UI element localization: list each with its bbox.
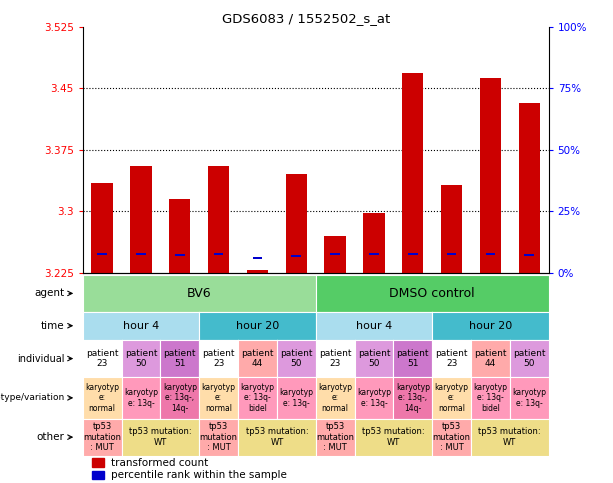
Text: karyotyp
e: 13q-
bidel: karyotyp e: 13q- bidel	[240, 383, 275, 413]
Bar	[330, 253, 340, 255]
Text: patient
23: patient 23	[202, 349, 235, 368]
Bar	[402, 73, 424, 273]
Text: patient
50: patient 50	[513, 349, 546, 368]
Text: genotype/variation: genotype/variation	[0, 393, 64, 402]
Text: tp53
mutation
: MUT: tp53 mutation : MUT	[433, 422, 471, 452]
Bar	[131, 166, 151, 273]
Bar	[291, 255, 301, 256]
Bar	[247, 270, 268, 273]
Text: patient
50: patient 50	[280, 349, 313, 368]
Text: tp53 mutation:
WT: tp53 mutation: WT	[479, 427, 541, 447]
Text: karyotyp
e: 13q-: karyotyp e: 13q-	[124, 388, 158, 408]
Text: tp53
mutation
: MUT: tp53 mutation : MUT	[83, 422, 121, 452]
Bar	[253, 257, 262, 259]
Bar	[91, 183, 113, 273]
Bar	[324, 236, 346, 273]
Bar	[169, 199, 191, 273]
Text: karyotyp
e: 13q-: karyotyp e: 13q-	[357, 388, 391, 408]
Bar	[369, 253, 379, 255]
Bar	[136, 253, 146, 255]
Text: hour 20: hour 20	[469, 321, 512, 331]
Text: tp53 mutation:
WT: tp53 mutation: WT	[246, 427, 308, 447]
Bar	[214, 253, 224, 255]
Text: hour 4: hour 4	[356, 321, 392, 331]
Bar	[485, 253, 495, 255]
Text: karyotyp
e:
normal: karyotyp e: normal	[318, 383, 352, 413]
Bar	[286, 174, 307, 273]
Bar	[364, 213, 384, 273]
Text: patient
50: patient 50	[357, 349, 390, 368]
Text: time: time	[41, 321, 64, 331]
Text: tp53
mutation
: MUT: tp53 mutation : MUT	[316, 422, 354, 452]
Text: BV6: BV6	[187, 287, 211, 300]
Text: karyotyp
e: 13q-: karyotyp e: 13q-	[512, 388, 546, 408]
Text: agent: agent	[34, 288, 64, 298]
Bar	[208, 166, 229, 273]
Text: tp53 mutation:
WT: tp53 mutation: WT	[129, 427, 192, 447]
Text: karyotyp
e:
normal: karyotyp e: normal	[85, 383, 119, 413]
Bar	[408, 253, 417, 255]
Text: tp53
mutation
: MUT: tp53 mutation : MUT	[200, 422, 238, 452]
Text: patient
23: patient 23	[86, 349, 118, 368]
Text: patient
23: patient 23	[435, 349, 468, 368]
Text: karyotyp
e: 13q-,
14q-: karyotyp e: 13q-, 14q-	[396, 383, 430, 413]
Text: other: other	[37, 432, 64, 442]
Bar	[480, 78, 501, 273]
Text: patient
23: patient 23	[319, 349, 351, 368]
Bar	[92, 458, 104, 467]
Text: hour 20: hour 20	[236, 321, 279, 331]
Text: individual: individual	[17, 354, 64, 364]
Text: karyotyp
e:
normal: karyotyp e: normal	[202, 383, 235, 413]
Text: patient
51: patient 51	[397, 349, 429, 368]
Text: transformed count: transformed count	[111, 458, 208, 468]
Bar	[519, 103, 540, 273]
Bar	[447, 253, 457, 255]
Bar	[524, 254, 534, 256]
Text: karyotyp
e: 13q-,
14q-: karyotyp e: 13q-, 14q-	[163, 383, 197, 413]
Text: patient
51: patient 51	[164, 349, 196, 368]
Text: karyotyp
e: 13q-
bidel: karyotyp e: 13q- bidel	[473, 383, 508, 413]
Text: hour 4: hour 4	[123, 321, 159, 331]
Bar	[97, 253, 107, 255]
Text: percentile rank within the sample: percentile rank within the sample	[111, 470, 287, 480]
Text: DMSO control: DMSO control	[389, 287, 475, 300]
Text: GDS6083 / 1552502_s_at: GDS6083 / 1552502_s_at	[223, 12, 390, 25]
Text: patient
50: patient 50	[124, 349, 158, 368]
Bar	[92, 470, 104, 479]
Bar	[175, 254, 185, 256]
Text: tp53 mutation:
WT: tp53 mutation: WT	[362, 427, 425, 447]
Text: karyotyp
e: 13q-: karyotyp e: 13q-	[280, 388, 313, 408]
Text: patient
44: patient 44	[474, 349, 507, 368]
Bar	[441, 185, 462, 273]
Text: karyotyp
e:
normal: karyotyp e: normal	[435, 383, 468, 413]
Text: patient
44: patient 44	[241, 349, 274, 368]
